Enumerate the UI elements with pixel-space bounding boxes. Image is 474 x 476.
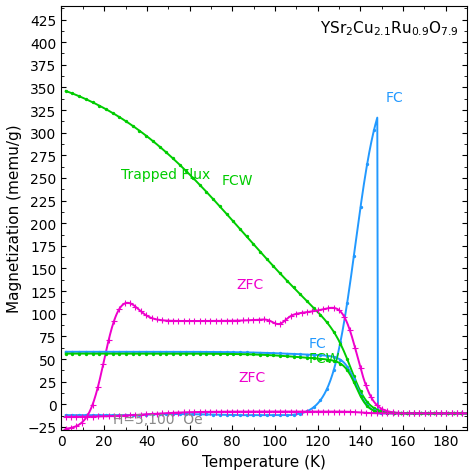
- Text: ZFC: ZFC: [237, 277, 264, 291]
- Text: FCW: FCW: [221, 174, 253, 188]
- Text: ZFC: ZFC: [238, 370, 266, 384]
- Text: FC: FC: [309, 337, 327, 350]
- Text: H=5,100  Oe: H=5,100 Oe: [113, 412, 202, 426]
- Text: Trapped Flux: Trapped Flux: [121, 168, 210, 181]
- Text: FCW: FCW: [309, 351, 341, 365]
- Y-axis label: Magnetization (memu/g): Magnetization (memu/g): [7, 124, 22, 312]
- Text: FC: FC: [386, 91, 404, 105]
- X-axis label: Temperature (K): Temperature (K): [202, 454, 326, 469]
- Text: YSr$_2$Cu$_{2.1}$Ru$_{0.9}$O$_{7.9}$: YSr$_2$Cu$_{2.1}$Ru$_{0.9}$O$_{7.9}$: [320, 20, 459, 38]
